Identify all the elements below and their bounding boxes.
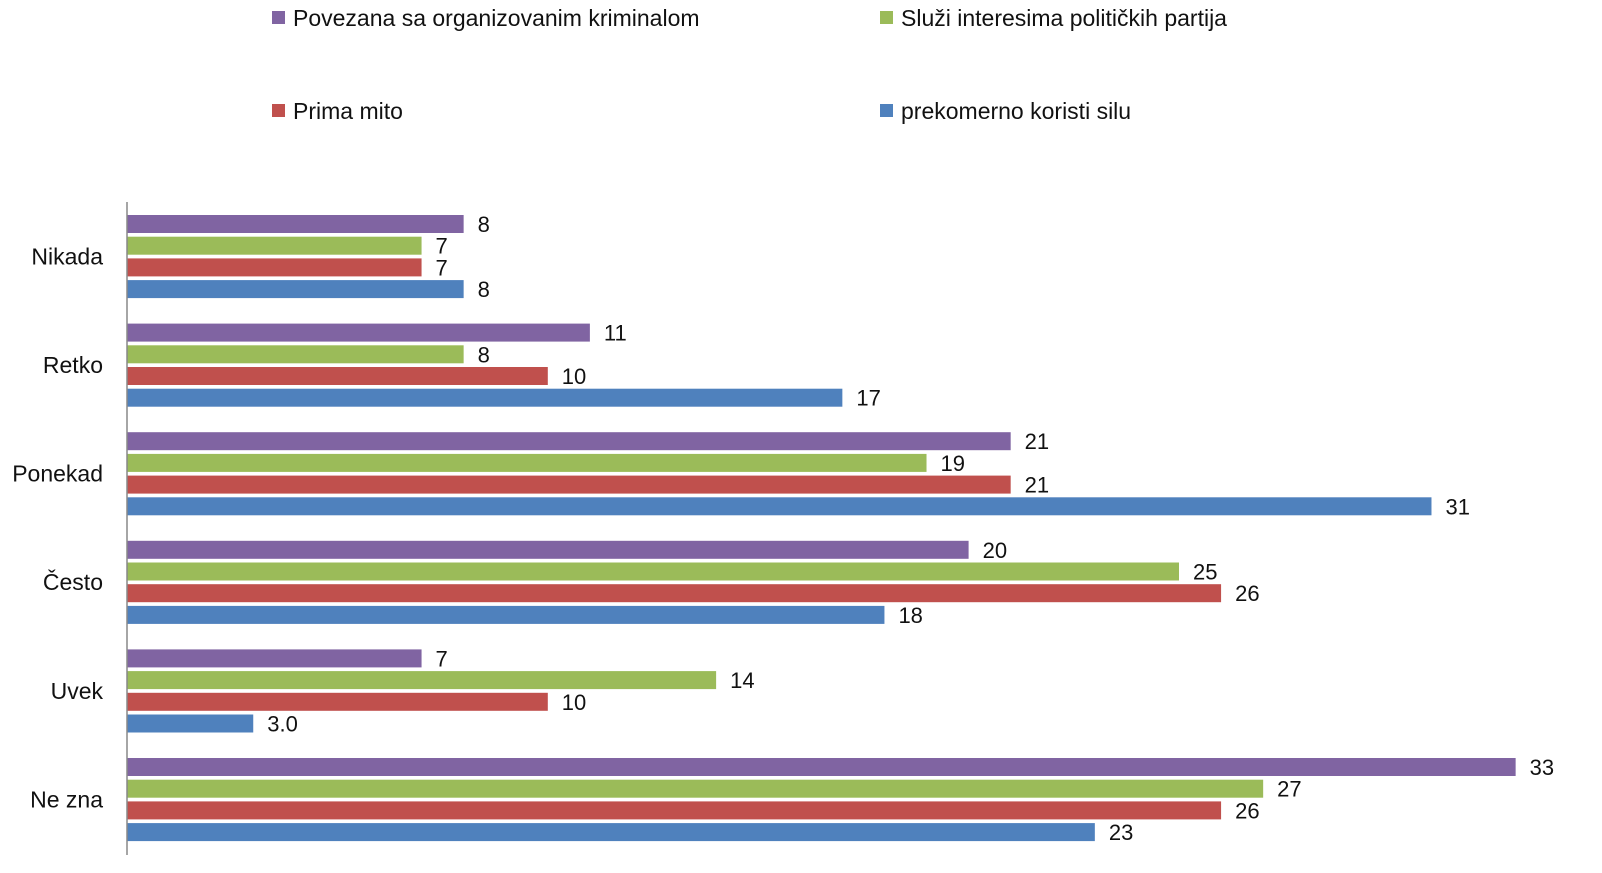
data-label-nikada-prekomerno-koristi-silu: 8 [478, 277, 490, 302]
data-label-cesto-prekomerno-koristi-silu: 18 [898, 603, 922, 628]
chart-data-labels: 877811810172119213120252618714103.033272… [267, 212, 1554, 845]
bar-nikada-prima-mito [127, 258, 422, 277]
bar-uvek-prima-mito [127, 692, 548, 711]
data-label-nikada-prima-mito: 7 [436, 255, 448, 280]
data-label-ponekad-sluzi-interesima-politickih-partija: 19 [941, 451, 965, 476]
bar-retko-sluzi-interesima-politickih-partija [127, 345, 464, 364]
data-label-cesto-prima-mito: 26 [1235, 581, 1259, 606]
data-label-ponekad-prima-mito: 21 [1025, 473, 1049, 498]
bar-cesto-prekomerno-koristi-silu [127, 605, 885, 624]
legend-label-prima-mito: Prima mito [293, 98, 403, 124]
data-label-retko-prekomerno-koristi-silu: 17 [856, 386, 880, 411]
category-label-uvek: Uvek [51, 678, 104, 704]
legend-swatch-povezana-sa-organizovanim-kriminalom [272, 11, 285, 24]
data-label-retko-prima-mito: 10 [562, 364, 586, 389]
data-label-uvek-prima-mito: 10 [562, 690, 586, 715]
bar-cesto-sluzi-interesima-politickih-partija [127, 562, 1179, 581]
bar-cesto-povezana-sa-organizovanim-kriminalom [127, 540, 969, 559]
data-label-ne-zna-prekomerno-koristi-silu: 23 [1109, 820, 1133, 845]
bar-nikada-sluzi-interesima-politickih-partija [127, 236, 422, 255]
bar-ne-zna-povezana-sa-organizovanim-kriminalom [127, 758, 1516, 776]
data-label-ne-zna-prima-mito: 26 [1235, 798, 1259, 823]
bar-retko-povezana-sa-organizovanim-kriminalom [127, 323, 590, 342]
bar-ponekad-prekomerno-koristi-silu [127, 497, 1432, 516]
legend-swatch-prekomerno-koristi-silu [880, 104, 893, 117]
bar-retko-prekomerno-koristi-silu [127, 388, 843, 407]
data-label-uvek-povezana-sa-organizovanim-kriminalom: 7 [436, 646, 448, 671]
data-label-ponekad-prekomerno-koristi-silu: 31 [1445, 494, 1469, 519]
data-label-retko-sluzi-interesima-politickih-partija: 8 [478, 342, 490, 367]
chart-category-labels: Nikada Retko Ponekad Često Uvek Ne zna [12, 243, 103, 812]
bar-ponekad-povezana-sa-organizovanim-kriminalom [127, 432, 1011, 451]
data-label-retko-povezana-sa-organizovanim-kriminalom: 11 [604, 321, 627, 346]
bar-ponekad-sluzi-interesima-politickih-partija [127, 453, 927, 472]
legend-swatch-sluzi-interesima-politickih-partija [880, 11, 893, 24]
data-label-cesto-povezana-sa-organizovanim-kriminalom: 20 [983, 538, 1007, 563]
data-label-cesto-sluzi-interesima-politickih-partija: 25 [1193, 560, 1217, 585]
category-label-cesto: Često [43, 568, 103, 595]
data-label-uvek-sluzi-interesima-politickih-partija: 14 [730, 668, 754, 693]
legend-label-sluzi-interesima-politickih-partija: Služi interesima političkih partija [901, 5, 1227, 31]
data-label-nikada-povezana-sa-organizovanim-kriminalom: 8 [478, 212, 490, 237]
bar-ne-zna-sluzi-interesima-politickih-partija [127, 779, 1264, 798]
data-label-ne-zna-sluzi-interesima-politickih-partija: 27 [1277, 777, 1301, 802]
legend-swatch-prima-mito [272, 104, 285, 117]
data-label-ponekad-povezana-sa-organizovanim-kriminalom: 21 [1025, 429, 1049, 454]
bar-ne-zna-prekomerno-koristi-silu [127, 823, 1095, 842]
chart-legend: Povezana sa organizovanim kriminalom Služ… [272, 5, 1227, 124]
bar-retko-prima-mito [127, 367, 548, 385]
data-label-nikada-sluzi-interesima-politickih-partija: 7 [436, 234, 448, 259]
category-label-nikada: Nikada [31, 243, 103, 269]
category-label-retko: Retko [43, 352, 103, 378]
data-label-uvek-prekomerno-koristi-silu: 3.0 [267, 712, 298, 737]
category-label-ne-zna: Ne zna [30, 786, 103, 812]
bar-uvek-prekomerno-koristi-silu [127, 714, 254, 733]
data-label-ne-zna-povezana-sa-organizovanim-kriminalom: 33 [1530, 755, 1554, 780]
legend-label-povezana-sa-organizovanim-kriminalom: Povezana sa organizovanim kriminalom [293, 5, 700, 31]
bar-nikada-prekomerno-koristi-silu [127, 280, 464, 299]
bar-ne-zna-prima-mito [127, 801, 1222, 820]
bar-uvek-sluzi-interesima-politickih-partija [127, 671, 717, 690]
legend-label-prekomerno-koristi-silu: prekomerno koristi silu [901, 98, 1131, 124]
bar-uvek-povezana-sa-organizovanim-kriminalom [127, 649, 422, 668]
bar-cesto-prima-mito [127, 584, 1222, 603]
bar-ponekad-prima-mito [127, 475, 1011, 494]
bar-nikada-povezana-sa-organizovanim-kriminalom [127, 215, 464, 233]
category-label-ponekad: Ponekad [12, 461, 103, 487]
chart-bars [127, 215, 1516, 842]
